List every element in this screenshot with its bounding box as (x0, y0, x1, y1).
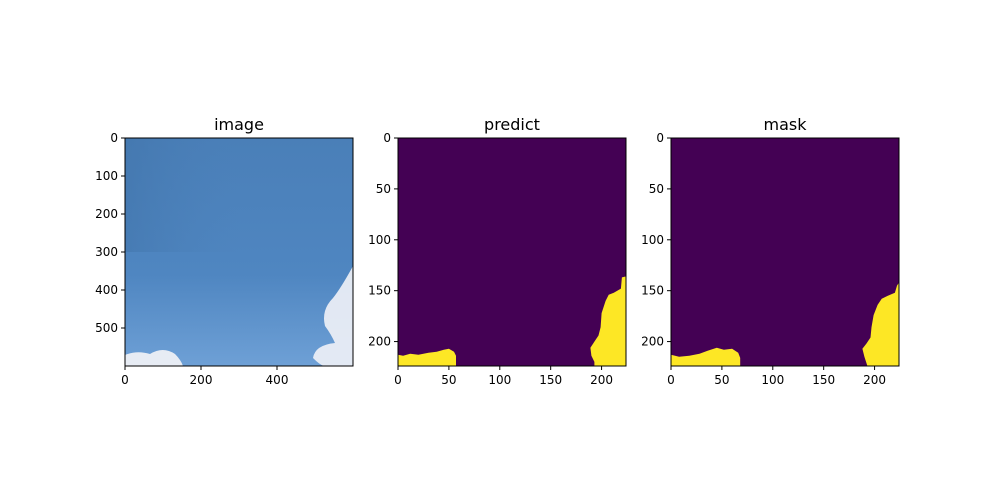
x-tick-label: 0 (394, 373, 402, 387)
x-tick-label: 0 (121, 373, 129, 387)
y-tick-label: 200 (641, 335, 664, 349)
heatmap-region-right-edge (590, 276, 626, 366)
x-tick-label: 50 (714, 373, 729, 387)
x-tick-label: 200 (863, 373, 886, 387)
clouds (125, 266, 353, 366)
y-tick-label: 0 (656, 131, 664, 145)
y-tick-label: 50 (649, 182, 664, 196)
y-tick-label: 50 (376, 182, 391, 196)
x-tick-label: 400 (266, 373, 289, 387)
y-tick-label: 100 (95, 169, 118, 183)
sky-shade (125, 138, 353, 252)
panel-title: mask (764, 115, 808, 134)
x-tick-label: 150 (812, 373, 835, 387)
y-tick-label: 100 (368, 233, 391, 247)
heatmap-background (398, 138, 626, 366)
axes-frame (397, 137, 627, 367)
y-tick-label: 300 (95, 245, 118, 259)
panel-mask: mask 0 50 100 150 200 0 50 100 150 200 (641, 115, 900, 387)
heatmap-background (671, 138, 899, 366)
x-tick-label: 150 (539, 373, 562, 387)
heatmap-region-bottom-left (671, 347, 741, 366)
x-tick-label: 0 (667, 373, 675, 387)
cloud-right (313, 266, 353, 366)
x-tick-label: 100 (488, 373, 511, 387)
y-tick-label: 100 (641, 233, 664, 247)
axes-frame (670, 137, 900, 367)
x-tick-label: 50 (441, 373, 456, 387)
y-tick-label: 150 (641, 284, 664, 298)
x-tick-label: 200 (590, 373, 613, 387)
x-tick-label: 200 (190, 373, 213, 387)
y-tick-label: 0 (110, 131, 118, 145)
y-tick-label: 400 (95, 283, 118, 297)
y-tick-label: 0 (383, 131, 391, 145)
y-tick-label: 200 (95, 207, 118, 221)
y-tick-label: 200 (368, 335, 391, 349)
panel-title: image (214, 115, 264, 134)
y-tick-label: 150 (368, 284, 391, 298)
panel-image: image 0 200 400 0 100 200 300 400 500 (95, 115, 354, 387)
y-tick-label: 500 (95, 321, 118, 335)
cloud-bottom-left (125, 350, 183, 366)
x-tick-label: 100 (761, 373, 784, 387)
panel-title: predict (484, 115, 540, 134)
heatmap-region-bottom-left (398, 348, 456, 366)
heatmap-region-right-edge (862, 282, 899, 366)
panel-predict: predict 0 50 100 150 200 0 50 100 150 200 (368, 115, 627, 387)
